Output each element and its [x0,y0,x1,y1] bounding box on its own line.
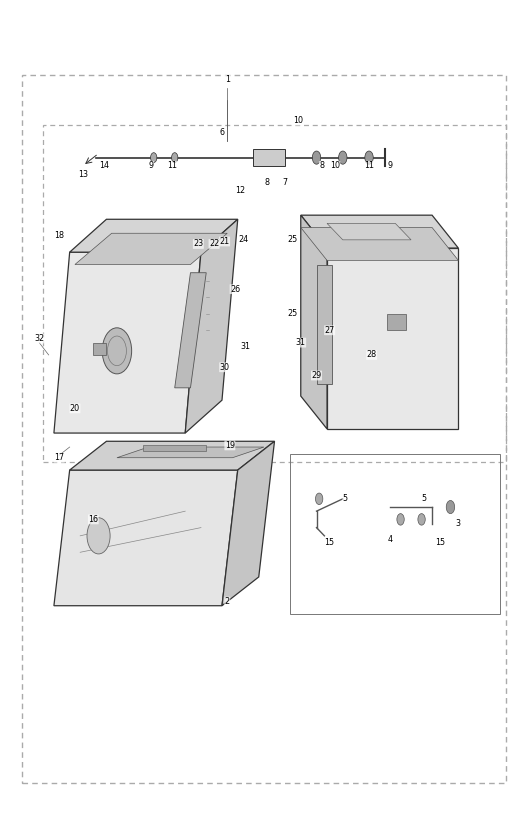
Polygon shape [117,447,264,458]
Text: 15: 15 [435,538,445,547]
Circle shape [150,153,157,163]
Text: 10: 10 [330,162,340,170]
Polygon shape [222,441,275,606]
Bar [22,75,506,782]
Text: 8: 8 [319,162,324,170]
Bar [93,342,107,355]
Text: 12: 12 [235,186,246,195]
Circle shape [102,328,131,374]
Text: 22: 22 [209,239,219,248]
Text: 20: 20 [70,404,80,412]
Circle shape [172,153,178,163]
Text: 32: 32 [34,334,44,343]
Text: 1: 1 [225,75,230,84]
Text: 5: 5 [422,494,427,503]
Text: 2: 2 [225,597,230,606]
Text: 4: 4 [388,535,392,545]
Text: 28: 28 [366,351,377,360]
Polygon shape [70,441,275,470]
Text: 31: 31 [241,342,251,351]
Text: 10: 10 [293,116,303,125]
Text: 17: 17 [54,453,64,462]
Circle shape [365,151,373,164]
Text: 31: 31 [296,338,306,347]
Polygon shape [301,215,458,248]
Bar [290,454,501,614]
Bar [143,445,206,451]
Text: 26: 26 [230,285,240,294]
Text: 14: 14 [99,162,109,170]
Text: 7: 7 [282,177,288,186]
Circle shape [315,493,323,505]
Text: 5: 5 [343,494,348,503]
Polygon shape [185,219,238,433]
Text: 6: 6 [220,129,224,138]
Circle shape [313,151,320,164]
Text: 15: 15 [325,538,335,547]
Polygon shape [75,233,227,265]
Text: 8: 8 [264,177,269,186]
Text: 25: 25 [288,235,298,244]
Text: 24: 24 [238,235,248,244]
Text: 29: 29 [312,371,322,380]
Bar [43,125,506,462]
Text: 25: 25 [288,309,298,318]
Text: 9: 9 [148,162,154,170]
Polygon shape [316,265,332,384]
Polygon shape [327,224,411,240]
Text: 21: 21 [220,237,230,246]
Polygon shape [327,248,458,429]
Text: 9: 9 [388,162,393,170]
Bar [253,149,285,166]
Polygon shape [54,252,201,433]
Circle shape [397,514,404,526]
Circle shape [418,514,425,526]
Text: 30: 30 [220,363,230,372]
Circle shape [446,501,455,514]
Polygon shape [54,470,238,606]
Text: 11: 11 [167,162,177,170]
Text: 13: 13 [78,170,88,178]
Text: 11: 11 [364,162,374,170]
Text: 19: 19 [225,441,235,450]
Polygon shape [301,215,327,429]
Text: 3: 3 [456,519,461,528]
Text: 23: 23 [193,239,203,248]
Polygon shape [70,219,238,252]
Text: 18: 18 [54,231,64,240]
Polygon shape [301,228,458,261]
Bar [388,314,406,330]
Circle shape [338,151,347,164]
Polygon shape [175,273,206,388]
Circle shape [87,518,110,554]
Text: 27: 27 [325,326,335,335]
Text: 16: 16 [88,515,98,524]
